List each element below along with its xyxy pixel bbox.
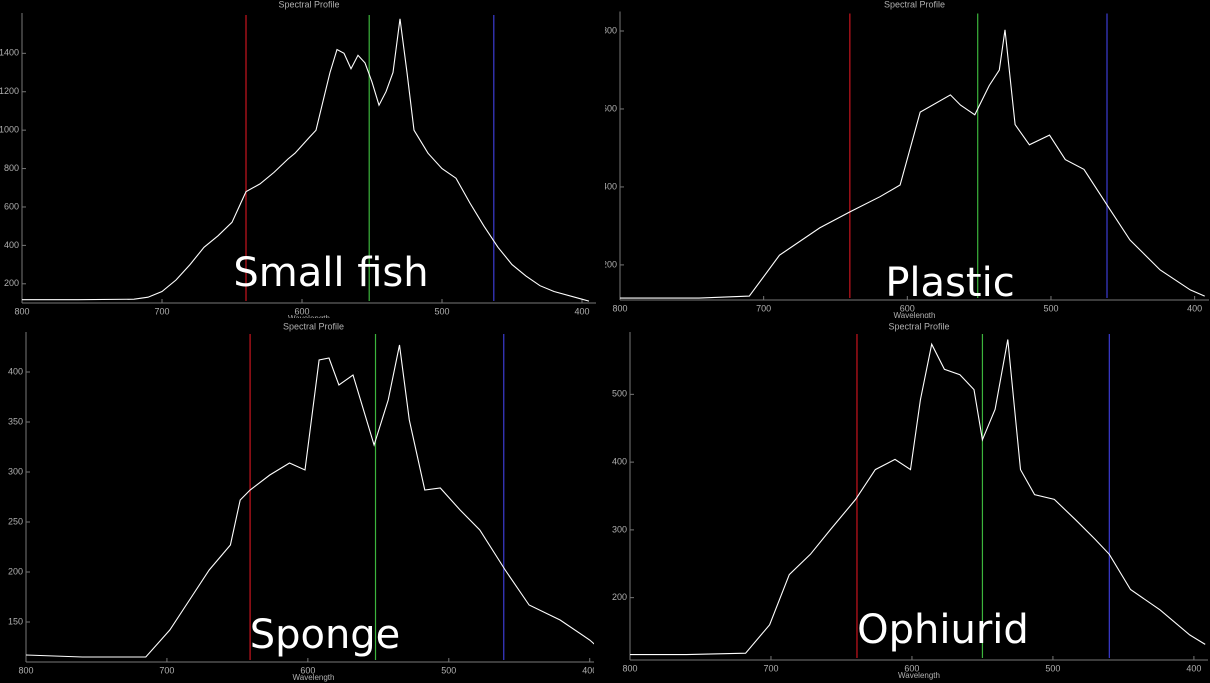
spectrum-line bbox=[22, 18, 590, 302]
y-tick-label: 200 bbox=[4, 278, 19, 288]
x-tick-label: 600 bbox=[294, 306, 309, 316]
x-tick-label: 700 bbox=[756, 303, 771, 313]
y-tick-label: 1000 bbox=[0, 125, 19, 135]
x-tick-label: 800 bbox=[612, 303, 627, 313]
y-tick-label: 600 bbox=[602, 103, 617, 113]
x-axis-label: Wavelength bbox=[894, 311, 936, 320]
y-tick-label: 350 bbox=[8, 416, 23, 426]
x-tick-label: 500 bbox=[1043, 303, 1058, 313]
y-tick-label: 1200 bbox=[0, 86, 19, 96]
y-tick-label: 1400 bbox=[0, 48, 19, 58]
spectral-panel: Spectral Profile Wavelength 800 700 600 500 40… bbox=[8, 321, 597, 682]
x-tick-label: 500 bbox=[1045, 663, 1060, 673]
specimen-label: Sponge bbox=[250, 612, 401, 658]
spectrum-line bbox=[620, 29, 1205, 299]
y-tick-label: 250 bbox=[8, 516, 23, 526]
x-tick-label: 400 bbox=[1187, 303, 1202, 313]
chart-title: Spectral Profile bbox=[278, 0, 339, 9]
x-tick-label: 400 bbox=[574, 306, 589, 316]
specimen-label: Plastic bbox=[885, 260, 1014, 306]
specimen-label: Small fish bbox=[233, 250, 428, 296]
x-axis-label: Wavelength bbox=[898, 671, 940, 680]
x-tick-label: 800 bbox=[18, 665, 33, 675]
x-tick-label: 600 bbox=[300, 665, 315, 675]
chart-title: Spectral Profile bbox=[884, 0, 945, 9]
spectral-panel: Spectral Profile Wavelength 800 700 600 500 40… bbox=[0, 0, 596, 323]
spectrum-line bbox=[25, 344, 594, 658]
spectrum-line bbox=[630, 339, 1206, 656]
y-tick-label: 500 bbox=[612, 389, 627, 399]
x-axis-label: Wavelength bbox=[293, 673, 335, 682]
y-tick-label: 400 bbox=[8, 366, 23, 376]
x-tick-label: 400 bbox=[582, 665, 597, 675]
x-tick-label: 700 bbox=[154, 306, 169, 316]
y-tick-label: 200 bbox=[612, 592, 627, 602]
x-tick-label: 800 bbox=[14, 306, 29, 316]
x-tick-label: 800 bbox=[622, 663, 637, 673]
y-tick-label: 200 bbox=[602, 259, 617, 269]
x-tick-label: 400 bbox=[1186, 663, 1201, 673]
chart-title: Spectral Profile bbox=[283, 321, 344, 331]
y-tick-label: 800 bbox=[4, 163, 19, 173]
x-axis-label: Wavelength bbox=[288, 314, 330, 323]
x-tick-label: 600 bbox=[904, 663, 919, 673]
y-tick-label: 400 bbox=[602, 181, 617, 191]
x-tick-label: 500 bbox=[441, 665, 456, 675]
x-tick-label: 600 bbox=[900, 303, 915, 313]
chart-title: Spectral Profile bbox=[888, 321, 949, 331]
x-tick-label: 700 bbox=[763, 663, 778, 673]
y-tick-label: 800 bbox=[602, 25, 617, 35]
y-tick-label: 400 bbox=[612, 456, 627, 466]
spectral-panel: Spectral Profile Wavelength 800 700 600 500 40… bbox=[612, 321, 1208, 680]
y-tick-label: 150 bbox=[8, 616, 23, 626]
y-tick-label: 400 bbox=[4, 240, 19, 250]
spectral-panel: Spectral Profile Wavelength 800 700 600 500 40… bbox=[602, 0, 1209, 320]
y-tick-label: 600 bbox=[4, 201, 19, 211]
y-tick-label: 300 bbox=[612, 524, 627, 534]
y-tick-label: 300 bbox=[8, 466, 23, 476]
y-tick-label: 200 bbox=[8, 566, 23, 576]
x-tick-label: 700 bbox=[159, 665, 174, 675]
x-tick-label: 500 bbox=[434, 306, 449, 316]
specimen-label: Ophiurid bbox=[857, 607, 1029, 653]
